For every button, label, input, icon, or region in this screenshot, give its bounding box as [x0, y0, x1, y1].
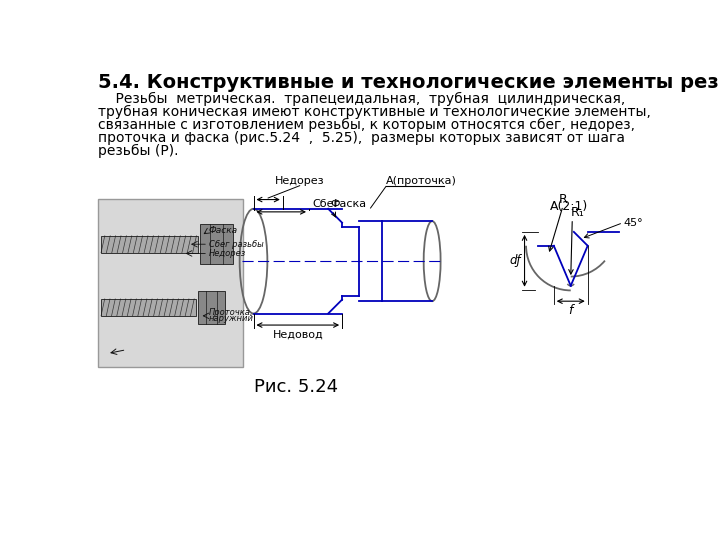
- Text: dƒ: dƒ: [510, 254, 521, 267]
- Text: Недорез: Недорез: [275, 176, 325, 186]
- Text: Недорез: Недорез: [209, 249, 246, 258]
- Bar: [200, 224, 233, 264]
- Text: 5.4. Конструктивные и технологические элементы резьбы: 5.4. Конструктивные и технологические эл…: [98, 72, 720, 92]
- Text: R₁: R₁: [571, 206, 585, 219]
- Text: R: R: [559, 193, 567, 206]
- Text: Недовод: Недовод: [272, 330, 323, 340]
- Text: А(2:1): А(2:1): [550, 200, 588, 213]
- Bar: [101, 299, 196, 316]
- Text: Фаска: Фаска: [330, 199, 366, 209]
- Bar: [198, 291, 225, 323]
- Text: А(проточка): А(проточка): [386, 176, 456, 186]
- Text: Резьбы  метрическая.  трапецеидальная,  трубная  цилиндрическая,: Резьбы метрическая. трапецеидальная, тру…: [98, 92, 625, 106]
- Text: резьбы (Р).: резьбы (Р).: [98, 144, 179, 158]
- Text: Проточка: Проточка: [209, 308, 251, 317]
- Bar: [101, 236, 198, 253]
- Bar: [98, 199, 243, 367]
- Text: Сбег: Сбег: [312, 199, 340, 209]
- Text: f: f: [569, 304, 573, 318]
- Text: трубная коническая имеют конструктивные и технологические элементы,: трубная коническая имеют конструктивные …: [98, 105, 651, 119]
- Text: связанные с изготовлением резьбы, к которым относятся сбег, недорез,: связанные с изготовлением резьбы, к кото…: [98, 118, 635, 132]
- Text: наружний: наружний: [209, 314, 254, 323]
- Text: 45°: 45°: [623, 218, 643, 228]
- Text: проточка и фаска (рис.5.24  ,  5.25),  размеры которых зависят от шага: проточка и фаска (рис.5.24 , 5.25), разм…: [98, 131, 625, 145]
- Text: Фаска: Фаска: [209, 226, 238, 235]
- Text: Сбег разьбы: Сбег разьбы: [209, 240, 264, 249]
- Text: Рис. 5.24: Рис. 5.24: [253, 378, 338, 396]
